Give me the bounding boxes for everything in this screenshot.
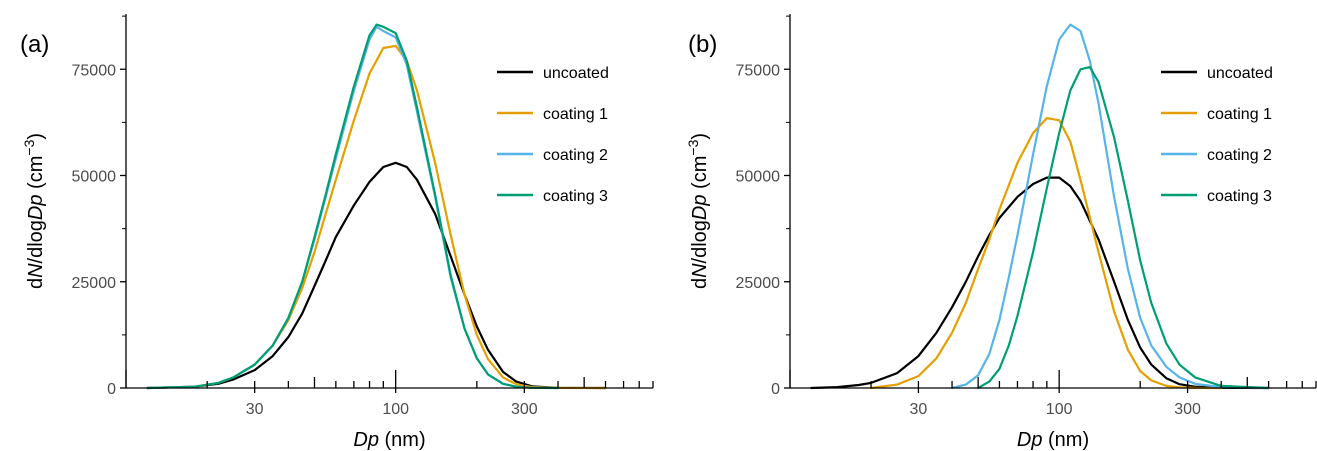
x-tick-label: 100 (382, 401, 409, 418)
y-axis-title-part: ) (25, 133, 47, 140)
legend-entry: coating 2 (1207, 147, 1272, 164)
legend-entry: coating 1 (543, 106, 608, 123)
y-axis-title-part: /dlog (25, 220, 47, 263)
y-axis-title-superscript: −3 (21, 139, 37, 155)
y-axis-title-part: Dp (689, 195, 711, 221)
y-tick-label: 0 (771, 381, 780, 398)
y-tick-label: 25000 (72, 275, 117, 292)
x-tick-label: 300 (1174, 401, 1201, 418)
x-tick-label: 100 (1046, 401, 1073, 418)
y-axis-title-part: ) (689, 133, 711, 140)
series-line-coating-2 (950, 23, 1270, 390)
x-tick-label: 30 (246, 401, 264, 418)
y-axis-title-part: d (25, 278, 47, 289)
y-axis-title-part: N (25, 263, 47, 278)
y-axis-title: dN/dlogDp (cm−3) (685, 133, 711, 289)
y-axis-title-part: N (689, 263, 711, 278)
legend-entry: coating 2 (543, 147, 608, 164)
legend-entry: coating 3 (543, 188, 608, 205)
x-axis-title: Dp (nm) (1017, 429, 1089, 451)
y-axis-title: dN/dlogDp (cm−3) (21, 133, 47, 289)
y-axis-title-superscript: −3 (685, 139, 701, 155)
x-axis-title-var: Dp (353, 429, 379, 451)
panel-tag: (b) (688, 31, 717, 58)
y-axis-title-part: Dp (25, 195, 47, 221)
y-tick-label: 50000 (72, 169, 117, 186)
legend-entry: coating 1 (1207, 106, 1272, 123)
y-axis-title-part: (cm (25, 156, 47, 195)
series-line-coating-1 (869, 117, 1223, 390)
series-line-uncoated (810, 176, 1270, 390)
y-tick-label: 25000 (736, 275, 781, 292)
y-axis-title-part: d (689, 278, 711, 289)
x-tick-label: 300 (511, 401, 538, 418)
legend-entry: coating 3 (1207, 188, 1272, 205)
panel-tag: (a) (20, 31, 49, 58)
y-tick-label: 75000 (72, 62, 117, 79)
x-axis-title-unit: (nm) (379, 429, 426, 451)
y-tick-label: 75000 (736, 62, 781, 79)
series-line-coating-3 (977, 66, 1270, 390)
series-line-coating-3 (146, 23, 560, 390)
y-tick-label: 0 (107, 381, 116, 398)
x-axis-title-var: Dp (1017, 429, 1043, 451)
y-axis-title-part: (cm (689, 156, 711, 195)
x-axis-title: Dp (nm) (353, 429, 425, 451)
x-tick-label: 30 (910, 401, 928, 418)
y-axis-title-part: /dlog (689, 220, 711, 263)
legend-entry: uncoated (1207, 65, 1273, 82)
x-axis-title-unit: (nm) (1042, 429, 1089, 451)
series-line-uncoated (146, 161, 607, 390)
series-line-coating-1 (146, 44, 607, 390)
legend-entry: uncoated (543, 65, 609, 82)
y-tick-label: 50000 (736, 169, 781, 186)
